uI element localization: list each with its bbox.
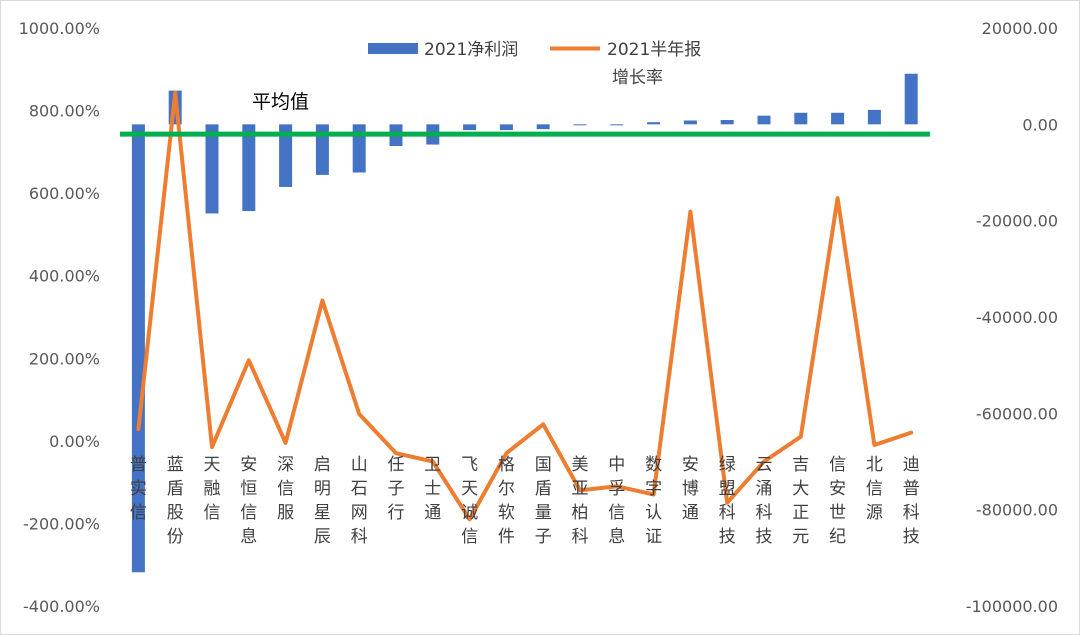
bar [647,122,661,125]
category-label: 普实信 [130,455,147,523]
bar [683,120,697,125]
bar [279,124,293,187]
bar [352,124,366,173]
left-axis-tick-label: 800.00% [29,102,100,121]
bar [499,124,513,131]
bar [904,73,918,125]
line-series [136,90,914,522]
left-axis: 1000.00% 800.00% 600.00% 400.00% 200.00% 0.00… [19,19,100,616]
category-label: 信安世纪 [829,455,846,547]
category-label: 数字认证 [645,455,662,547]
right-axis-tick-label: -100000.00 [966,597,1058,616]
category-label: 飞天诚信 [461,455,478,547]
bar [610,124,624,126]
category-label: 山石网科 [351,455,368,547]
legend: 2021净利润 2021半年报 增长率 [368,40,701,88]
left-axis-tick-label: 400.00% [29,267,100,286]
bar [831,112,845,125]
category-label: 天融信 [204,455,221,523]
bar [131,124,145,573]
bar [757,115,771,125]
bar [867,109,881,125]
bar [720,119,734,125]
category-label: 吉大正元 [792,455,809,547]
category-label: 迪普科技 [903,455,920,547]
average-line-label: 平均值 [252,91,309,113]
category-label: 国盾量子 [535,455,552,547]
category-labels: 普实信 蓝盾股份 天融信 安恒信息 深信服 启明星辰 山石网科 任子行 卫士通 飞天诚信 格尔软件 国… [130,455,920,547]
category-label: 云涌科技 [756,455,773,547]
average-line-group: 平均值 [120,91,930,137]
category-label: 美亚柏科 [572,455,589,547]
left-axis-tick-label: 0.00% [49,432,100,451]
bar [242,124,256,212]
legend-bar-swatch [368,43,418,54]
right-axis-tick-label: -20000.00 [976,212,1058,231]
legend-line-label-1: 2021半年报 [607,40,701,60]
bar [794,112,808,125]
left-axis-tick-label: -400.00% [23,597,100,616]
left-axis-tick-label: 200.00% [29,349,100,368]
right-axis-tick-label: -80000.00 [976,501,1058,520]
category-label: 卫士通 [424,455,441,523]
legend-line-label-2: 增长率 [612,68,663,88]
bar [205,124,219,214]
bar-series [131,73,918,573]
left-axis-tick-label: 1000.00% [19,19,100,38]
category-label: 北信源 [866,455,883,523]
bar [573,124,587,126]
category-label: 深信服 [277,455,294,523]
left-axis-tick-label: -200.00% [23,514,100,533]
category-label: 安博通 [682,455,699,523]
right-axis-tick-label: -60000.00 [976,404,1058,423]
legend-bar-label: 2021净利润 [424,40,518,60]
right-axis-tick-label: 0.00 [1022,115,1058,134]
right-axis-tick-label: 20000.00 [982,19,1058,38]
category-label: 启明星辰 [314,455,331,547]
category-label: 格尔软件 [498,455,515,547]
category-label: 中孚信息 [608,455,625,547]
bar [536,124,550,130]
right-axis-tick-label: -40000.00 [976,308,1058,327]
growth-rate-line [136,90,914,522]
category-label: 任子行 [388,455,405,523]
right-axis: 20000.00 0.00 -20000.00 -40000.00 -60000.00 -… [966,19,1058,616]
bar [315,124,329,175]
category-label: 绿盟科技 [719,455,736,547]
category-label: 安恒信息 [240,455,257,547]
category-label: 蓝盾股份 [167,455,184,547]
left-axis-tick-label: 600.00% [29,184,100,203]
bar [463,124,477,131]
